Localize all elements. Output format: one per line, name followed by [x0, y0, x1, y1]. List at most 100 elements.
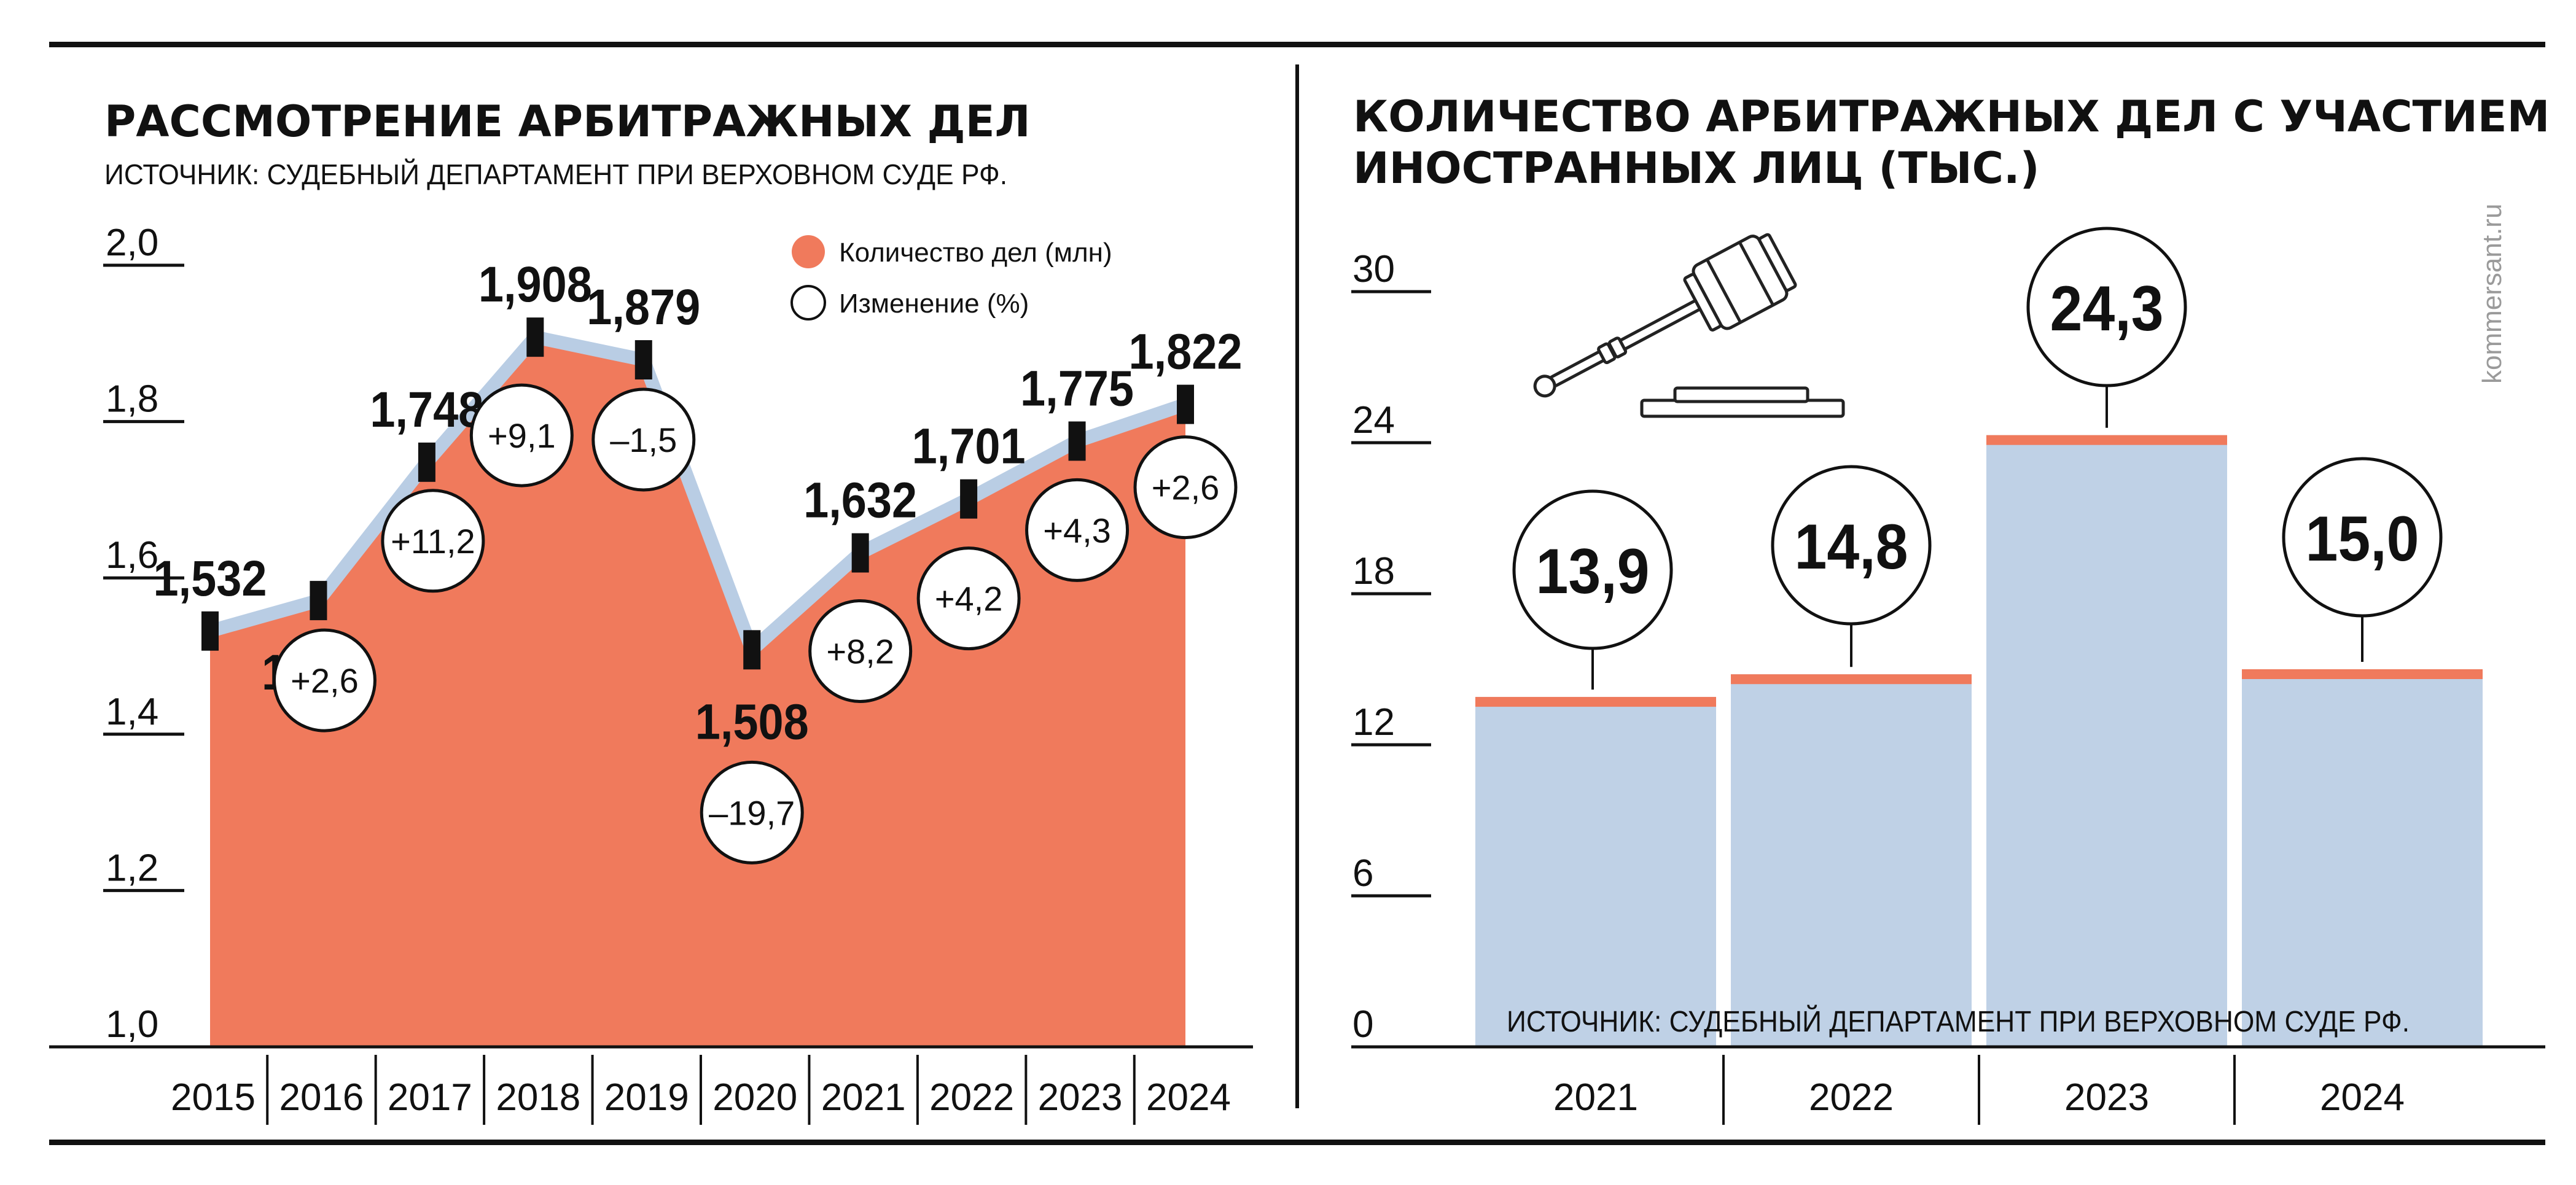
value-label: 1,775	[1020, 360, 1134, 416]
data-point-marker	[310, 581, 327, 621]
y-tick-label: 2,0	[106, 222, 158, 264]
change-label: +4,2	[935, 580, 1003, 618]
bar-value-label: 15,0	[2306, 503, 2419, 575]
value-label: 1,748	[370, 382, 483, 438]
change-label: +4,3	[1043, 511, 1111, 550]
x-tick-label: 2023	[2064, 1076, 2149, 1119]
panel-divider	[1295, 64, 1299, 1108]
bar	[1731, 674, 1972, 1047]
change-bubble	[381, 489, 485, 593]
x-tick-label: 2022	[929, 1076, 1014, 1119]
value-label: 1,532	[154, 551, 267, 607]
x-tick-label: 2016	[279, 1076, 364, 1119]
change-label: +2,6	[1152, 468, 1220, 507]
right-plot-area: 13,9 14,8 24,3 15,0	[1475, 227, 2483, 1047]
data-point-marker	[851, 533, 869, 573]
data-point-marker	[634, 340, 652, 380]
bar	[1986, 435, 2227, 1047]
y-tick-label: 0	[1352, 1003, 1373, 1046]
value-label: 1,632	[803, 472, 917, 528]
change-label: –1,5	[610, 421, 677, 459]
change-bubble	[1133, 435, 1238, 540]
data-point-marker	[418, 442, 435, 482]
bar-value-label: 13,9	[1536, 536, 1650, 607]
data-point-marker	[526, 317, 544, 357]
x-tick-label: 2024	[2320, 1076, 2405, 1119]
change-label: +2,6	[291, 661, 359, 700]
change-label: +8,2	[826, 632, 894, 670]
change-label: +11,2	[391, 522, 475, 561]
y-tick-label: 1,8	[106, 378, 158, 421]
top-rule	[49, 42, 2545, 47]
bar	[1475, 697, 1716, 1047]
data-point-marker	[1177, 384, 1194, 424]
bar-label-bubble	[1512, 489, 1673, 650]
right-y-axis: 0 6 12 18 24 30	[1351, 248, 1431, 1046]
value-label: 1,879	[587, 279, 700, 335]
legend-swatch-change	[790, 285, 826, 321]
bar-label-bubble	[2026, 227, 2187, 387]
bar-top-accent	[1731, 674, 1972, 685]
x-tick-label: 2021	[821, 1076, 906, 1119]
bar-top-accent	[2242, 669, 2483, 679]
left-y-axis: 1,0 1,2 1,4 1,6 1,8 2,0	[103, 222, 184, 1049]
bar-top-accent	[1475, 697, 1716, 707]
y-tick-label: 6	[1352, 852, 1373, 895]
data-point-marker	[1068, 421, 1086, 461]
change-bubble	[591, 387, 696, 492]
change-bubble	[469, 383, 574, 488]
y-tick-label: 1,2	[106, 847, 158, 889]
bar	[2242, 669, 2483, 1047]
value-label: 1,508	[695, 694, 809, 750]
x-tick-label: 2023	[1038, 1076, 1123, 1119]
x-tick-label: 2024	[1146, 1076, 1231, 1119]
right-chart-source: ИСТОЧНИК: СУДЕБНЫЙ ДЕПАРТАМЕНТ ПРИ ВЕРХО…	[1507, 1004, 2410, 1038]
change-bubble	[1025, 478, 1130, 582]
x-tick-label: 2022	[1809, 1076, 1894, 1119]
legend-swatch-cases	[792, 235, 825, 268]
data-point-marker	[743, 630, 761, 670]
y-tick-label: 12	[1352, 701, 1395, 744]
x-tick-label: 2020	[712, 1076, 797, 1119]
x-tick-label: 2015	[171, 1076, 256, 1119]
legend-label-change: Изменение (%)	[839, 289, 1029, 319]
change-bubble	[808, 599, 913, 703]
left-x-axis: 2015 2016 2017 2018 2019 2020 2021 2022 2023 2024	[49, 1045, 1253, 1125]
bar-value-label: 14,8	[1795, 511, 1908, 583]
bar-label-bubble	[2282, 457, 2443, 618]
left-panel: РАССМОТРЕНИЕ АРБИТРАЖНЫХ ДЕЛ ИСТОЧНИК: С…	[49, 96, 1253, 1125]
bottom-rule	[49, 1140, 2545, 1145]
legend-label-cases: Количество дел (млн)	[839, 238, 1112, 268]
y-tick-label: 1,0	[106, 1003, 158, 1046]
value-label: 1,701	[912, 419, 1026, 475]
left-chart-title: РАССМОТРЕНИЕ АРБИТРАЖНЫХ ДЕЛ	[104, 96, 1031, 147]
y-tick-label: 30	[1352, 248, 1395, 290]
x-tick-label: 2021	[1553, 1076, 1638, 1119]
change-bubble	[916, 546, 1021, 651]
x-tick-label: 2019	[604, 1076, 689, 1119]
change-label: +9,1	[488, 416, 556, 455]
gavel-icon	[1533, 233, 1845, 418]
y-tick-label: 1,6	[106, 534, 158, 577]
data-point-marker	[960, 479, 978, 519]
y-tick-label: 24	[1352, 399, 1395, 441]
value-label: 1,822	[1129, 324, 1243, 380]
right-panel: КОЛИЧЕСТВО АРБИТРАЖНЫХ ДЕЛ С УЧАСТИЕМ ИН…	[1351, 91, 2550, 1125]
change-bubble	[700, 760, 804, 864]
right-chart-title-line1: КОЛИЧЕСТВО АРБИТРАЖНЫХ ДЕЛ С УЧАСТИЕМ	[1353, 91, 2550, 142]
data-point-marker	[201, 611, 219, 651]
right-chart-title-line2: ИНОСТРАННЫХ ЛИЦ (ТЫС.)	[1353, 143, 2040, 193]
bar-label-bubble	[1771, 465, 1932, 626]
change-bubble	[272, 628, 377, 732]
y-tick-label: 18	[1352, 550, 1395, 592]
bar-value-label: 24,3	[2050, 273, 2164, 344]
left-plot-area: 1,5321,571+2,61,748+11,21,908+9,11,879–1…	[154, 257, 1243, 1047]
value-label: 1,908	[478, 257, 592, 313]
brand-watermark: kommersant.ru	[2477, 204, 2507, 384]
x-tick-label: 2017	[388, 1076, 472, 1119]
right-x-axis: 2021 2022 2023 2024	[1351, 1045, 2545, 1125]
bar-top-accent	[1986, 435, 2227, 445]
area-series-outline	[208, 330, 1188, 657]
left-legend: Количество дел (млн) Изменение (%)	[790, 235, 1112, 321]
